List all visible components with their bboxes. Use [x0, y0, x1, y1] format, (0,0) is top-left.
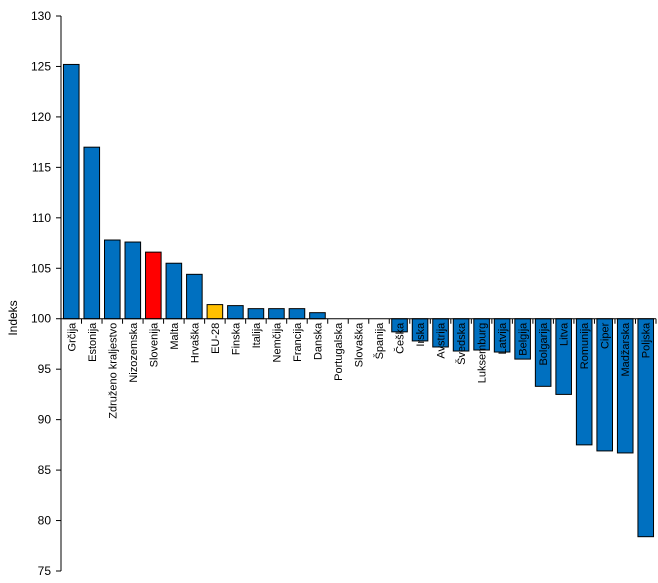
category-label: Švedska	[455, 322, 468, 365]
y-tick-label: 120	[31, 110, 51, 124]
category-label: Finska	[230, 322, 242, 355]
bar	[186, 273, 203, 320]
y-tick-label: 90	[38, 413, 52, 427]
category-label: Grčija	[66, 322, 78, 352]
category-label: Španija	[373, 322, 386, 360]
category-label: Bolgarija	[538, 322, 550, 366]
category-label: Malta	[169, 322, 181, 350]
bar	[247, 308, 265, 320]
category-label: Luksemburg	[477, 323, 489, 384]
bar	[309, 312, 326, 320]
category-label: Nemčija	[271, 322, 283, 363]
category-label: Francija	[292, 322, 304, 362]
bar	[62, 63, 80, 320]
category-label: Italija	[251, 322, 263, 349]
category-label: Madžarska	[620, 322, 632, 377]
y-tick-label: 125	[31, 59, 51, 73]
category-label: Romunija	[579, 322, 591, 369]
category-label: Latvija	[497, 322, 509, 355]
bar	[206, 304, 224, 320]
category-label: Litva	[559, 322, 571, 346]
y-tick-label: 75	[38, 564, 52, 578]
category-label: Estonija	[87, 322, 99, 362]
bar	[124, 241, 142, 320]
y-tick-label: 110	[32, 211, 51, 225]
y-tick-label: 130	[31, 9, 51, 23]
axes	[60, 16, 657, 571]
y-tick-label: 80	[38, 514, 52, 528]
y-tick-label: 95	[38, 362, 52, 376]
bar	[227, 305, 244, 320]
bar	[104, 239, 121, 320]
y-tick-label: 100	[31, 312, 51, 326]
category-label: Češka	[394, 322, 407, 354]
y-axis-ticks: 75 80 85 90 95 100 105 110 115 120 125 130	[31, 9, 61, 578]
category-label: Ciper	[600, 322, 612, 349]
bar	[145, 251, 162, 320]
category-label: Združeno kraljestvo	[107, 323, 119, 419]
category-label: Slovenija	[148, 322, 160, 368]
category-label: Belgija	[518, 322, 530, 356]
y-tick-label: 85	[38, 463, 52, 477]
category-label: Danska	[312, 322, 324, 360]
category-label: Poljska	[641, 322, 653, 358]
category-label: Nizozemska	[128, 322, 140, 383]
bar	[268, 308, 285, 320]
y-axis-title: Indeks	[6, 300, 20, 335]
category-label: EU-28	[210, 323, 222, 354]
category-label: Hrvaška	[189, 322, 201, 363]
category-label: Portugalska	[333, 322, 345, 381]
bars	[62, 63, 655, 538]
bar	[83, 146, 101, 320]
category-label: Slovaška	[354, 322, 366, 368]
category-labels: Grčija Estonija Združeno kraljestvo Nizozem…	[66, 322, 652, 419]
y-tick-label: 105	[31, 261, 51, 275]
bar	[288, 308, 306, 320]
category-label: Irska	[415, 322, 427, 347]
bar	[165, 262, 183, 320]
y-tick-label: 115	[32, 160, 51, 174]
category-label: Avstrija	[436, 322, 448, 359]
